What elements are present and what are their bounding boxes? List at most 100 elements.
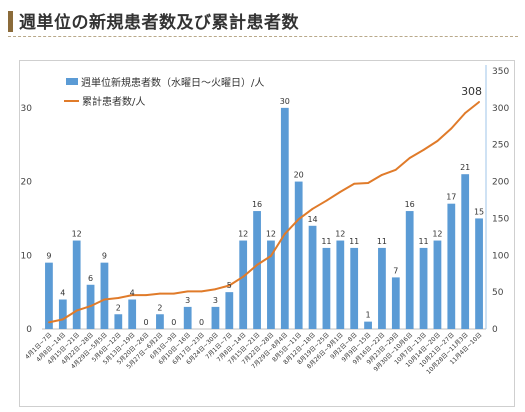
y-left-tick-label: 10: [21, 251, 33, 261]
line-point: [297, 218, 300, 221]
cumulative-line: [48, 101, 480, 324]
bar-value-label: 11: [377, 237, 387, 246]
bar-value-label: 9: [46, 252, 51, 261]
bar: [128, 299, 137, 329]
bar: [322, 247, 331, 329]
bar-value-label: 5: [227, 281, 232, 290]
bar: [280, 107, 289, 329]
bar: [156, 314, 164, 329]
line-point: [242, 275, 245, 278]
line-point: [200, 290, 203, 293]
bar: [336, 240, 345, 329]
bar-value-label: 21: [460, 163, 470, 172]
line-point: [311, 207, 314, 210]
legend-bar-swatch: [66, 78, 78, 85]
bar: [72, 240, 81, 329]
line-point: [381, 174, 383, 176]
y-right-tick-label: 100: [492, 251, 509, 261]
line-point: [339, 190, 342, 193]
bar-value-label: 15: [474, 207, 484, 216]
y-left-tick-label: 20: [21, 178, 33, 188]
bar-value-label: 0: [199, 318, 204, 327]
bar: [364, 321, 372, 329]
bar: [225, 292, 234, 329]
line-point: [478, 101, 480, 103]
line-point: [353, 182, 356, 185]
bar-value-label: 16: [252, 200, 262, 209]
bar: [391, 277, 400, 329]
page-title: 週単位の新規患者数及び累計患者数: [19, 13, 299, 33]
bar-value-label: 12: [432, 230, 442, 239]
bar: [461, 174, 470, 329]
bar-value-label: 6: [88, 274, 93, 283]
bar-series: [45, 107, 483, 329]
y-right-tick-label: 350: [492, 67, 509, 77]
y-right-tick-label: 150: [492, 214, 509, 224]
bar-value-label: 30: [280, 97, 290, 106]
line-point: [48, 321, 50, 324]
bar: [211, 306, 220, 329]
y-left-tick-label: 30: [21, 104, 33, 114]
bar-value-label: 2: [157, 303, 162, 312]
bar: [294, 181, 303, 329]
line-point: [464, 112, 467, 114]
bar-value-label: 20: [294, 171, 304, 180]
bar: [267, 240, 275, 329]
line-point: [325, 199, 328, 202]
bar: [114, 314, 123, 329]
bar: [447, 203, 456, 329]
bar: [183, 306, 192, 329]
line-point: [367, 182, 369, 184]
bar: [350, 247, 359, 329]
line-point: [450, 127, 453, 130]
bar: [378, 247, 386, 329]
line-point: [228, 284, 231, 287]
bar: [45, 262, 53, 329]
bar-value-label: 7: [393, 266, 398, 275]
line-point: [283, 233, 286, 235]
bar: [253, 211, 261, 329]
bar-value-label: 12: [266, 230, 276, 239]
bar-value-label: 17: [446, 193, 456, 202]
bar-value-label: 3: [213, 296, 218, 305]
y-right-tick-label: 250: [492, 141, 509, 151]
line-point: [256, 263, 258, 266]
line-point: [159, 292, 161, 295]
x-axis-labels: 4月1日~7日4月8日~14日4月15日~21日4月22日~28日4月29日~5…: [24, 331, 483, 375]
line-point: [436, 140, 439, 142]
chart-legend: 週単位新規患者数（水曜日～火曜日）/人 累計患者数/人: [64, 76, 264, 108]
line-point: [89, 305, 92, 308]
bar: [58, 299, 67, 329]
bar-value-label: 11: [349, 237, 359, 246]
bar-value-label: 1: [366, 311, 371, 320]
bar-value-label: 4: [130, 289, 135, 298]
y-left-tick-label: 0: [26, 325, 32, 335]
line-point: [131, 294, 134, 296]
bar-value-label: 12: [335, 230, 345, 239]
line-point: [394, 168, 397, 171]
bar-value-label: 12: [72, 230, 82, 239]
bar-value-label: 11: [321, 237, 331, 246]
line-point: [270, 255, 272, 257]
line-point: [214, 288, 217, 291]
line-point: [422, 148, 425, 151]
bar: [475, 218, 483, 329]
line-point: [172, 292, 175, 295]
line-point: [117, 297, 120, 299]
line-point: [408, 157, 411, 159]
bar-value-label: 0: [171, 318, 176, 327]
line-point: [103, 298, 106, 301]
bar-value-label: 3: [185, 296, 190, 305]
chart-container: 0 10 20 30 0 50 100 150 200 250 300 350 9 4 12 6 9 2 4 0 2 0…: [19, 60, 515, 407]
bar: [100, 262, 109, 329]
header-divider: [8, 36, 518, 37]
legend-line-label: 累計患者数/人: [82, 95, 145, 108]
y-right-tick-label: 50: [492, 288, 504, 298]
bar-value-label: 16: [405, 200, 415, 209]
bar: [239, 240, 248, 329]
bar-value-label: 9: [102, 252, 107, 261]
y-right-tick-label: 300: [492, 104, 509, 114]
bar-value-labels: 9412692402030351216123020141112111117161…: [46, 97, 484, 327]
line-point: [75, 309, 78, 312]
